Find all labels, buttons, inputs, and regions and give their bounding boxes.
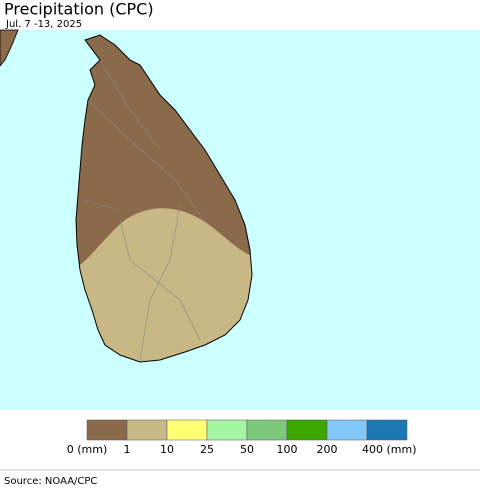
legend-label: 400 (mm) xyxy=(362,443,417,456)
legend-label: 100 xyxy=(277,443,298,456)
legend-swatch xyxy=(126,419,168,441)
district-borders xyxy=(81,59,206,361)
legend-swatch xyxy=(206,419,248,441)
legend-swatch xyxy=(246,419,288,441)
legend-label: 0 (mm) xyxy=(67,443,108,456)
legend-swatch xyxy=(86,419,128,441)
legend: 0 (mm) 1 10 25 50 100 200 400 (mm) xyxy=(67,419,417,456)
legend-label: 25 xyxy=(200,443,214,456)
india-coast xyxy=(0,29,19,67)
legend-swatch xyxy=(326,419,368,441)
title: Precipitation (CPC) xyxy=(4,0,154,19)
coastline xyxy=(75,34,253,363)
legend-swatch xyxy=(286,419,328,441)
legend-label: 50 xyxy=(240,443,254,456)
legend-label: 1 xyxy=(124,443,131,456)
subtitle: Jul. 7 -13, 2025 xyxy=(5,19,82,30)
legend-swatch xyxy=(366,419,408,441)
legend-label: 10 xyxy=(160,443,174,456)
light-rain-region xyxy=(76,208,252,362)
legend-swatch xyxy=(166,419,208,441)
legend-label: 200 xyxy=(317,443,338,456)
source: Source: NOAA/CPC xyxy=(4,476,97,487)
